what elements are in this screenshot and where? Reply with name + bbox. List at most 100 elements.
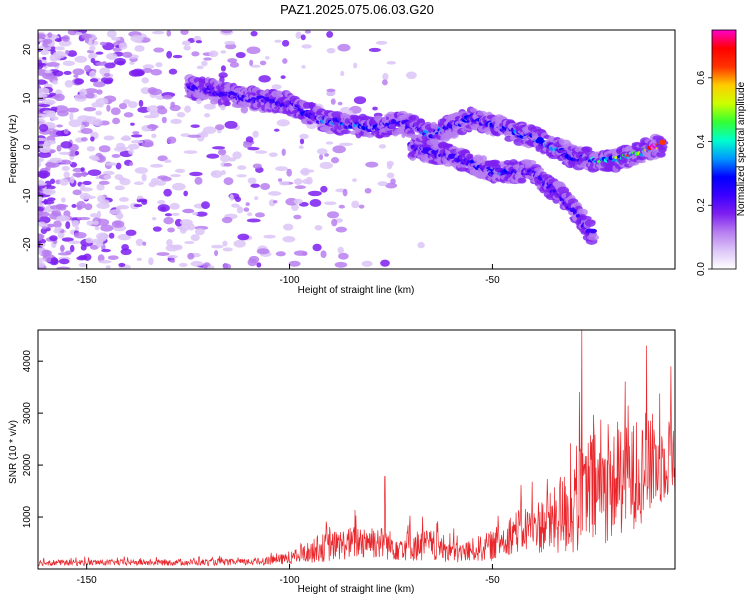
spectrogram-noise-cell [86, 146, 96, 152]
spectrogram-noise-cell [133, 203, 143, 208]
spectrogram-noise-cell [302, 178, 312, 185]
spectrogram-noise-cell [169, 202, 180, 210]
spectrogram-noise-cell [195, 98, 202, 105]
spectrogram-noise-cell [142, 241, 147, 246]
spectrogram-noise-cell [62, 60, 75, 66]
spectrogram-noise-cell [73, 232, 87, 239]
spectrogram-noise-cell [300, 167, 310, 176]
spectrogram-noise-cell [138, 69, 145, 76]
spectrogram-noise-cell [56, 266, 71, 269]
spectrogram-noise-cell [54, 226, 63, 232]
snr-y-tick-label: 2000 [22, 454, 33, 477]
spectrogram-noise-cell [182, 208, 195, 214]
spectrogram-noise-cell [324, 201, 337, 206]
spectrogram-noise-cell [246, 218, 261, 223]
spectrogram-noise-cell [279, 181, 290, 186]
spectrogram-noise-cell [386, 160, 394, 167]
spectrogram-noise-cell [195, 211, 208, 217]
spectrogram-y-label: Frequency (Hz) [8, 115, 19, 184]
spectrogram-noise-cell [128, 148, 134, 155]
spectrogram-noise-cell [171, 182, 186, 191]
spectrogram-noise-cell [123, 112, 134, 118]
spectrogram-noise-cell [281, 148, 286, 156]
spectrogram-noise-cell [280, 75, 286, 80]
spectrogram-noise-cell [314, 224, 323, 231]
spectrogram-noise-cell [258, 75, 271, 83]
spectrogram-noise-cell [38, 257, 46, 263]
spectrogram-noise-cell [130, 134, 143, 138]
spectrogram-noise-cell [273, 128, 280, 132]
colorbar-label: Normalized spectral amplitude [736, 81, 747, 216]
spectrogram-noise-cell [64, 79, 74, 88]
colorbar: 0.0 0.2 0.4 0.6 Normalized spectral amplitu… [696, 29, 747, 276]
spectrogram-noise-cell [43, 198, 49, 205]
spectrogram-noise-cell [69, 175, 75, 184]
spectrogram-noise-cell [252, 163, 262, 169]
spectrogram-noise-cell [312, 243, 322, 252]
spectrogram-noise-cell [192, 211, 199, 216]
spectrogram-x-tick-label: -150 [77, 275, 97, 286]
spectrogram-noise-cell [299, 133, 309, 140]
spectrogram-noise-cell [157, 199, 166, 205]
spectrogram-noise-cell [58, 258, 70, 265]
spectrogram-noise-cell [73, 74, 79, 78]
spectrogram-noise-cell [227, 157, 237, 162]
spectrogram-noise-cell [157, 155, 168, 162]
spectrogram-noise-cell [93, 81, 106, 88]
snr-y-label: SNR (10 * v/v) [8, 420, 19, 484]
spectrogram-noise-cell [115, 205, 122, 211]
spectrogram-noise-cell [170, 118, 182, 125]
spectrogram-x-label: Height of straight line (km) [298, 285, 415, 296]
spectrogram-noise-cell [220, 65, 226, 72]
spectrogram-noise-cell [171, 212, 180, 216]
spectrogram-noise-cell [325, 141, 334, 145]
secondary-trace-halo [517, 177, 527, 184]
spectrogram-noise-cell [89, 70, 97, 78]
spectrogram-noise-cell [161, 116, 167, 124]
spectrogram-noise-cell [320, 185, 328, 193]
spectrogram-noise-cell [202, 126, 217, 134]
spectrogram-noise-cell [272, 200, 278, 204]
spectrogram-noise-cell [57, 110, 69, 117]
spectrogram-noise-cell [237, 165, 247, 170]
spectrogram-noise-cell [95, 239, 104, 248]
spectrogram-noise-cell [82, 180, 92, 186]
spectrogram-noise-cell [326, 88, 336, 93]
spectrogram-y-tick-label: -20 [22, 237, 33, 252]
spectrogram-noise-cell [276, 119, 290, 127]
spectrogram-noise-cell [65, 250, 72, 255]
spectrogram-noise-cell [74, 55, 88, 63]
spectrogram-noise-cell [330, 98, 336, 105]
spectrogram-noise-cell [235, 51, 246, 59]
spectrogram-noise-cell [42, 188, 56, 196]
secondary-trace-halo [557, 186, 570, 194]
spectrogram-noise-cell [170, 174, 182, 178]
colorbar-tick-label: 0.6 [696, 70, 707, 84]
spectrogram-noise-cell [224, 120, 238, 129]
spectrogram-noise-cell [338, 204, 346, 209]
spectrogram-noise-cell [127, 101, 138, 109]
spectrogram-noise-cell [372, 106, 378, 111]
spectrogram-noise-cell [117, 146, 129, 150]
spectrogram-noise-cell [353, 96, 367, 105]
spectrogram-noise-cell [375, 40, 388, 45]
spectrogram-noise-cell [338, 252, 349, 260]
spectrogram-noise-cell [40, 49, 50, 56]
spectrogram-noise-cell [54, 38, 63, 42]
spectrogram-noise-cell [38, 210, 44, 217]
spectrogram-noise-cell [38, 261, 46, 268]
spectrogram-noise-cell [87, 169, 102, 176]
spectrogram-x-ticks: -150 -100 -50 [77, 264, 500, 286]
spectrogram-noise-cell [72, 172, 84, 178]
spectrogram-noise-cell [52, 209, 62, 217]
spectrogram-noise-cell [122, 51, 133, 58]
snr-y-tick-label: 4000 [22, 350, 33, 373]
spectrogram-noise-cell [220, 50, 227, 54]
main-trace-halo [408, 114, 420, 123]
spectrogram-noise-cell [176, 226, 185, 230]
spectrogram-noise-cell [42, 56, 47, 61]
spectrogram-noise-cell [206, 153, 220, 159]
spectrogram-noise-cell [307, 190, 322, 197]
spectrogram-noise-cell [232, 151, 242, 160]
spectrogram-noise-cell [166, 136, 177, 144]
